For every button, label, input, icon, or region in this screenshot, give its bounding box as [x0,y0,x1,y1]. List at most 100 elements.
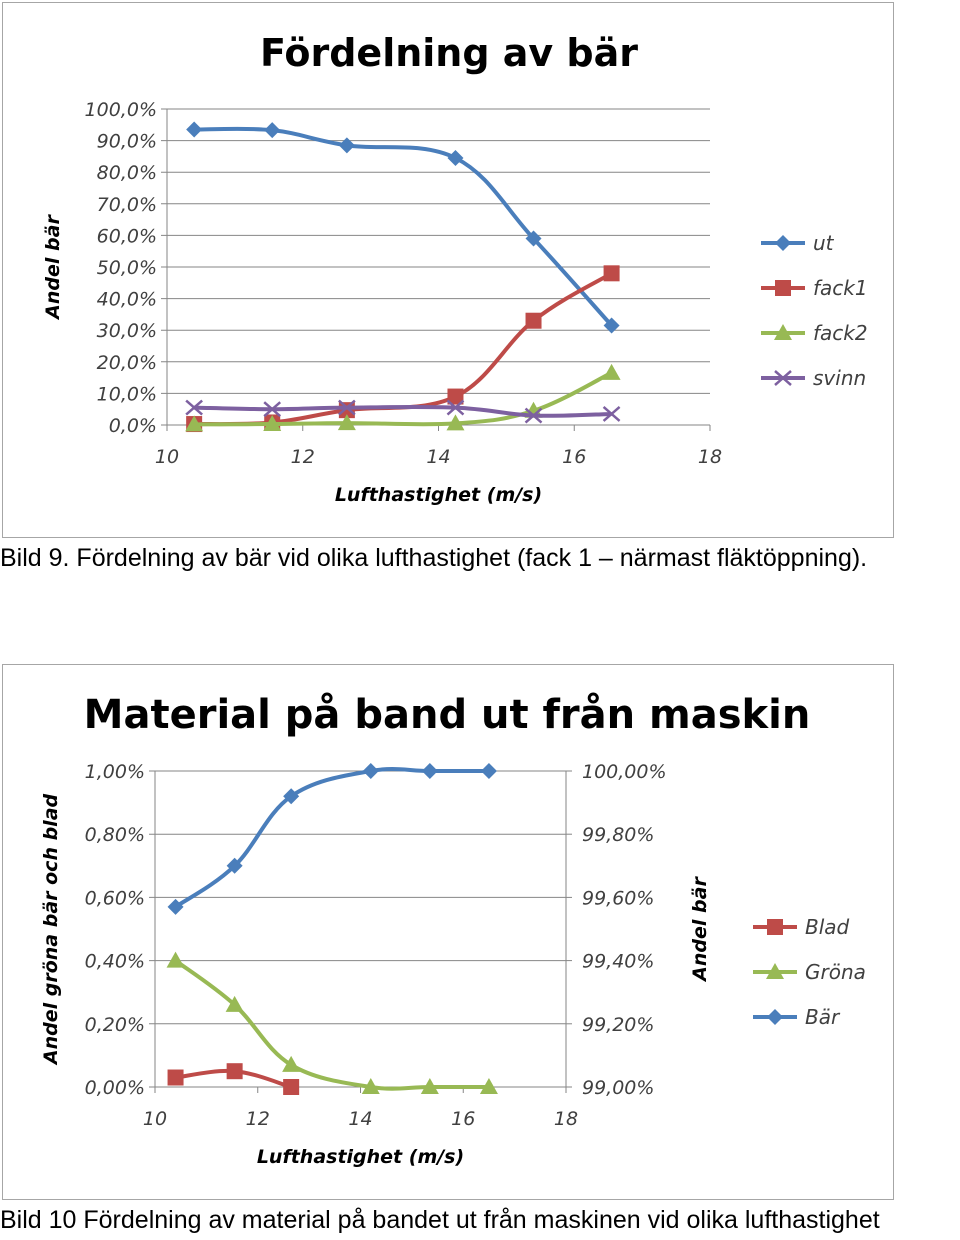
series-bär [167,763,497,915]
data-point-ut [186,121,203,138]
x-axis-label: Lufthastighet (m/s) [257,1146,464,1168]
data-point-gröna [166,951,185,968]
legend-marker-svinn [774,370,792,386]
legend-label: fack2 [813,321,868,345]
chart-title: Fördelning av bär [260,31,638,75]
x-axis-label: Lufthastighet (m/s) [335,484,542,506]
y-right-axis-label: Andel bär [689,876,711,983]
data-point-fack1 [525,312,542,329]
y-tick-label: 50,0% [97,257,157,279]
legend-item-bär: Bär [753,1005,841,1029]
x-tick-label: 14 [348,1108,372,1130]
legend-item-svinn: svinn [761,366,866,390]
y-right-tick-label: 99,20% [582,1014,654,1036]
x-tick-label: 18 [698,446,722,468]
x-tick-label: 10 [143,1108,167,1130]
data-point-fack2 [185,415,204,432]
data-point-ut [603,317,620,334]
legend-marker-gröna [766,963,784,979]
data-point-svinn [263,401,282,418]
data-point-ut [338,137,355,154]
series-fack2 [185,363,621,432]
data-point-fack1 [447,388,464,405]
x-tick-label: 14 [426,446,450,468]
y-tick-label: 80,0% [97,162,157,184]
data-point-svinn [185,399,203,416]
legend-label: Gröna [805,960,866,984]
data-point-blad [167,1069,184,1086]
data-point-ut [525,230,542,247]
series-gröna [166,951,498,1094]
y-tick-label: 0,60% [85,887,145,909]
data-point-svinn [602,405,621,422]
legend-label: Blad [805,915,850,939]
x-tick-label: 12 [291,446,315,468]
data-point-bär [167,898,184,915]
y-tick-label: 20,0% [97,352,157,374]
data-point-ut [264,122,281,139]
y-right-tick-label: 99,80% [582,824,654,846]
data-point-fack2 [337,414,356,431]
series-svinn [185,399,621,424]
data-point-ut [447,149,464,166]
legend-item-fack1: fack1 [761,276,868,300]
y-right-tick-label: 100,00% [582,761,667,783]
y-tick-label: 100,0% [85,99,157,121]
data-point-gröna [479,1078,498,1094]
series-line-ut [194,126,614,327]
y-tick-label: 0,20% [85,1014,145,1036]
data-point-bär [362,763,379,779]
legend-item-fack2: fack2 [761,321,868,345]
x-tick-label: 10 [155,446,179,468]
series-line-svinn [194,404,612,418]
y-tick-label: 60,0% [97,225,157,247]
chart1-svg: Fördelning av bär 0,0% 10,0% 20,0% 30,0% 40,0… [42,31,868,506]
series-line-bär [174,767,489,909]
data-point-gröna [361,1078,380,1094]
data-point-fack2 [446,414,465,431]
legend-item-ut: ut [761,231,835,255]
x-tick-label: 16 [562,446,586,468]
data-point-svinn [524,407,543,424]
data-point-blad [283,1079,300,1095]
legend-marker-ut [775,235,791,251]
chart-material-pa-band: Material på band ut från maskin 0,00% 99,0… [2,664,894,1200]
data-point-svinn [446,399,465,416]
x-tick-label: 12 [246,1108,270,1130]
y-tick-label: 0,00% [85,1077,145,1099]
y-tick-label: 10,0% [97,383,157,405]
legend-item-gröna: Gröna [753,960,866,984]
data-point-fack1 [603,265,620,282]
data-point-bär [226,857,243,874]
x-tick-label: 18 [554,1108,578,1130]
y-tick-label: 1,00% [85,761,145,783]
legend-marker-fack2 [774,324,792,340]
y-tick-label: 90,0% [97,131,157,153]
y-right-tick-label: 99,40% [582,951,654,973]
chart-title: Material på band ut från maskin [84,691,811,738]
y-axis-label: Andel gröna bär och blad [40,793,62,1066]
chart2-svg: Material på band ut från maskin 0,00% 99,0… [40,691,866,1168]
legend-label: fack1 [813,276,868,300]
y-right-tick-label: 99,60% [582,887,654,909]
legend-label: ut [813,231,835,255]
legend-item-blad: Blad [753,915,850,939]
legend-label: Bär [805,1005,841,1029]
data-point-gröna [282,1055,301,1072]
y-tick-label: 0,80% [85,824,145,846]
data-point-gröna [420,1078,439,1094]
y-right-tick-label: 99,00% [582,1077,654,1099]
y-tick-label: 0,0% [109,415,157,437]
data-point-bär [480,763,497,779]
data-point-bär [283,788,300,805]
series-blad [167,1063,300,1095]
y-axis-label: Andel bär [42,214,64,321]
x-tick-label: 16 [451,1108,475,1130]
figure-caption-10: Bild 10 Fördelning av material på bandet… [0,1206,880,1234]
data-point-svinn [338,399,356,416]
legend-marker-fack1 [775,280,791,296]
y-tick-label: 30,0% [97,320,157,342]
legend-label: svinn [813,366,866,390]
y-tick-label: 0,40% [85,951,145,973]
legend-marker-blad [767,919,783,935]
